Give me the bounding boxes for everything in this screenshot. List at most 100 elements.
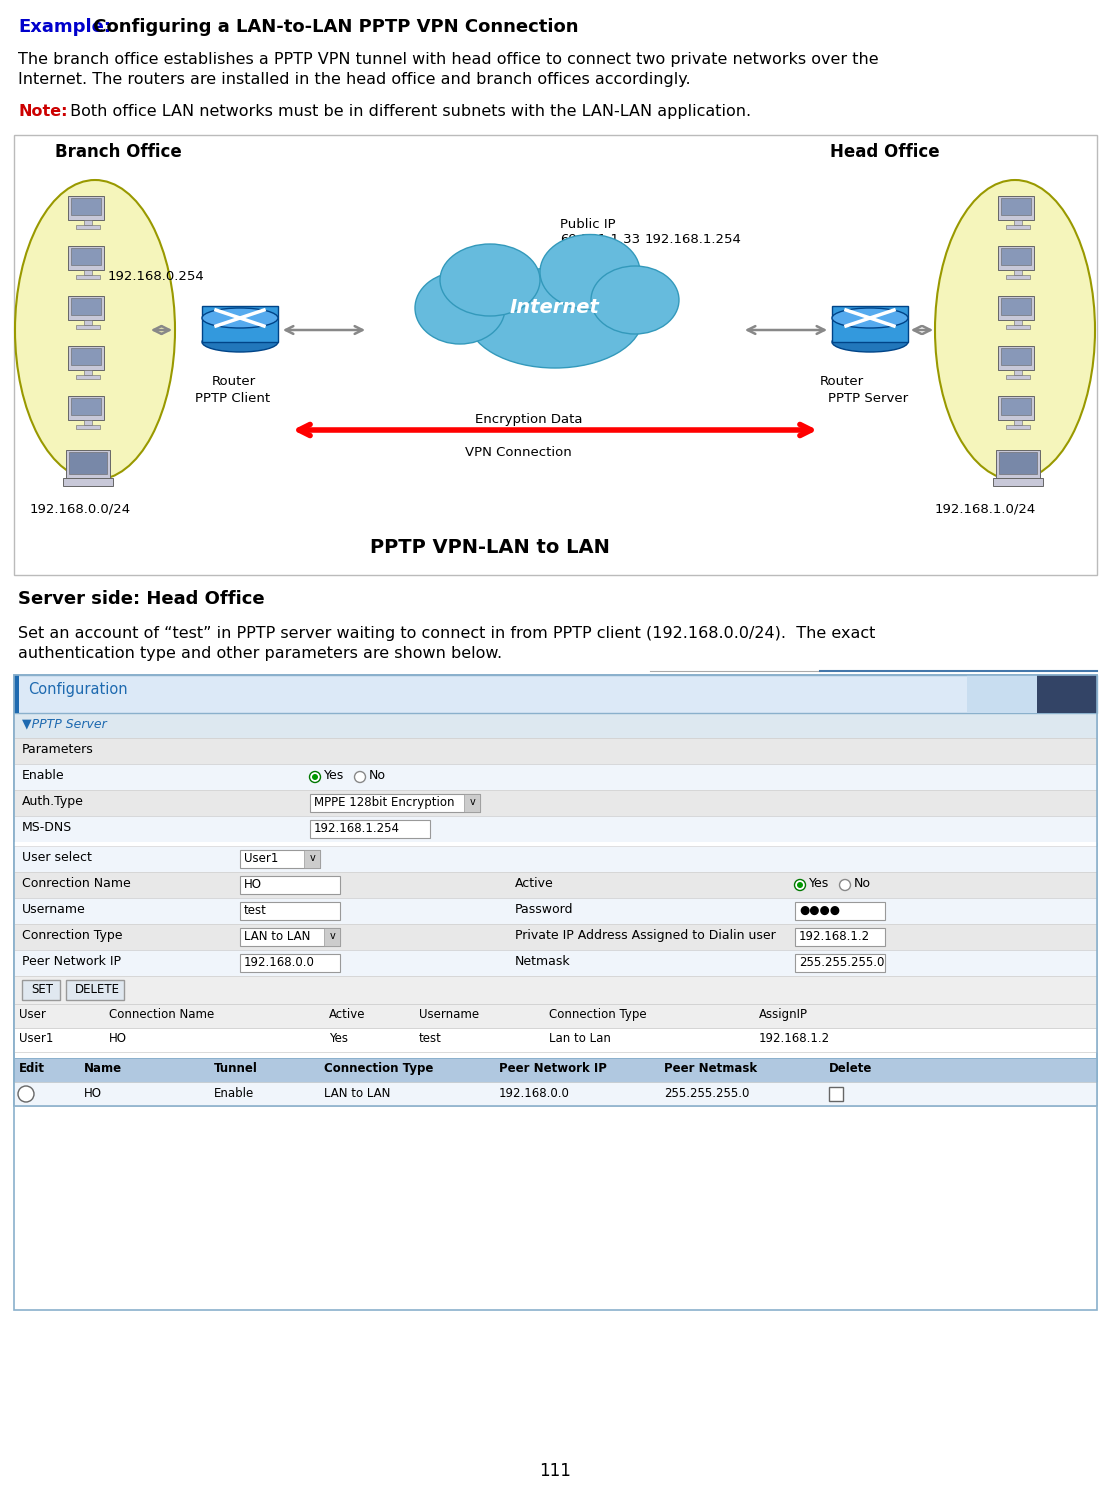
FancyBboxPatch shape: [14, 977, 1097, 1003]
FancyBboxPatch shape: [63, 479, 113, 486]
Text: DELETE: DELETE: [76, 983, 120, 996]
Text: Auth.Type: Auth.Type: [22, 795, 83, 808]
FancyBboxPatch shape: [84, 370, 92, 376]
Text: Private IP Address Assigned to Dialin user: Private IP Address Assigned to Dialin us…: [516, 929, 775, 942]
Text: Head Office: Head Office: [830, 143, 940, 161]
Text: v: v: [330, 930, 336, 941]
Text: 192.168.1.254: 192.168.1.254: [645, 233, 742, 246]
FancyBboxPatch shape: [14, 675, 1097, 1311]
FancyBboxPatch shape: [76, 425, 100, 429]
FancyBboxPatch shape: [202, 306, 278, 341]
FancyBboxPatch shape: [22, 980, 60, 1000]
Text: Enable: Enable: [22, 769, 64, 781]
FancyBboxPatch shape: [310, 795, 480, 813]
Text: Delete: Delete: [829, 1062, 872, 1075]
Text: 192.168.1.2: 192.168.1.2: [799, 930, 870, 942]
FancyBboxPatch shape: [998, 246, 1034, 270]
Ellipse shape: [832, 309, 908, 328]
FancyBboxPatch shape: [1005, 274, 1030, 279]
FancyBboxPatch shape: [76, 225, 100, 230]
FancyBboxPatch shape: [71, 198, 101, 215]
Text: 69.121.1.33: 69.121.1.33: [560, 233, 640, 246]
Text: Edit: Edit: [19, 1062, 46, 1075]
FancyBboxPatch shape: [14, 136, 1097, 576]
Text: Username: Username: [22, 904, 86, 915]
FancyBboxPatch shape: [998, 397, 1034, 420]
FancyBboxPatch shape: [71, 347, 101, 365]
FancyBboxPatch shape: [832, 306, 908, 341]
Text: Connection Type: Connection Type: [324, 1062, 433, 1075]
Text: Conrection Name: Conrection Name: [22, 877, 131, 890]
FancyBboxPatch shape: [76, 274, 100, 279]
FancyBboxPatch shape: [14, 1082, 1097, 1106]
FancyBboxPatch shape: [1005, 376, 1030, 379]
Text: LAN to LAN: LAN to LAN: [244, 930, 310, 942]
Text: MPPE 128bit Encryption: MPPE 128bit Encryption: [314, 796, 454, 810]
FancyBboxPatch shape: [71, 248, 101, 265]
Text: test: test: [244, 904, 267, 917]
FancyBboxPatch shape: [76, 376, 100, 379]
Text: MS-DNS: MS-DNS: [22, 822, 72, 833]
Text: ●●●●: ●●●●: [799, 904, 840, 917]
Text: Yes: Yes: [324, 769, 344, 781]
Circle shape: [354, 771, 366, 783]
Text: Netmask: Netmask: [516, 956, 571, 968]
FancyBboxPatch shape: [1001, 248, 1031, 265]
FancyBboxPatch shape: [14, 1027, 1097, 1053]
Text: Note:: Note:: [18, 104, 68, 119]
FancyBboxPatch shape: [240, 877, 340, 895]
Text: Peer Network IP: Peer Network IP: [499, 1062, 607, 1075]
FancyBboxPatch shape: [14, 675, 1097, 713]
FancyBboxPatch shape: [795, 902, 885, 920]
FancyBboxPatch shape: [84, 221, 92, 225]
FancyBboxPatch shape: [998, 195, 1034, 221]
FancyBboxPatch shape: [240, 902, 340, 920]
Text: test: test: [419, 1032, 442, 1045]
Text: authentication type and other parameters are shown below.: authentication type and other parameters…: [18, 646, 502, 661]
FancyBboxPatch shape: [1014, 370, 1022, 376]
FancyBboxPatch shape: [1001, 347, 1031, 365]
Text: PPTP Server: PPTP Server: [828, 392, 908, 406]
FancyBboxPatch shape: [68, 297, 104, 321]
Ellipse shape: [202, 309, 278, 328]
FancyBboxPatch shape: [66, 980, 124, 1000]
FancyBboxPatch shape: [240, 954, 340, 972]
Text: No: No: [854, 877, 871, 890]
Text: LAN to LAN: LAN to LAN: [324, 1087, 390, 1100]
FancyBboxPatch shape: [310, 820, 430, 838]
FancyBboxPatch shape: [71, 298, 101, 315]
Text: ▼PPTP Server: ▼PPTP Server: [22, 717, 107, 731]
Circle shape: [840, 880, 851, 890]
Text: HO: HO: [244, 878, 262, 892]
Text: PPTP VPN-LAN to LAN: PPTP VPN-LAN to LAN: [370, 538, 610, 558]
Text: 192.168.0.0/24: 192.168.0.0/24: [30, 502, 131, 516]
FancyBboxPatch shape: [324, 927, 340, 945]
FancyBboxPatch shape: [1014, 321, 1022, 325]
FancyBboxPatch shape: [68, 397, 104, 420]
FancyBboxPatch shape: [14, 713, 1097, 738]
FancyBboxPatch shape: [14, 898, 1097, 924]
FancyBboxPatch shape: [14, 790, 1097, 816]
Text: v: v: [310, 853, 316, 863]
Text: Connection Type: Connection Type: [549, 1008, 647, 1021]
FancyBboxPatch shape: [995, 450, 1040, 479]
FancyBboxPatch shape: [464, 795, 480, 813]
FancyBboxPatch shape: [84, 270, 92, 274]
Text: VPN Connection: VPN Connection: [466, 446, 572, 459]
Text: 192.168.1.254: 192.168.1.254: [314, 822, 400, 835]
Text: Name: Name: [84, 1062, 122, 1075]
Ellipse shape: [416, 271, 506, 344]
FancyBboxPatch shape: [68, 246, 104, 270]
Text: HO: HO: [84, 1087, 102, 1100]
Ellipse shape: [591, 265, 679, 334]
Text: SET: SET: [31, 983, 53, 996]
Text: Branch Office: Branch Office: [56, 143, 182, 161]
Text: Tunnel: Tunnel: [214, 1062, 258, 1075]
Text: Router: Router: [212, 376, 257, 388]
Circle shape: [310, 771, 320, 783]
Text: v: v: [470, 798, 476, 807]
FancyBboxPatch shape: [14, 950, 1097, 977]
FancyBboxPatch shape: [71, 398, 101, 414]
Text: Server side: Head Office: Server side: Head Office: [18, 590, 264, 608]
Text: Yes: Yes: [809, 877, 829, 890]
